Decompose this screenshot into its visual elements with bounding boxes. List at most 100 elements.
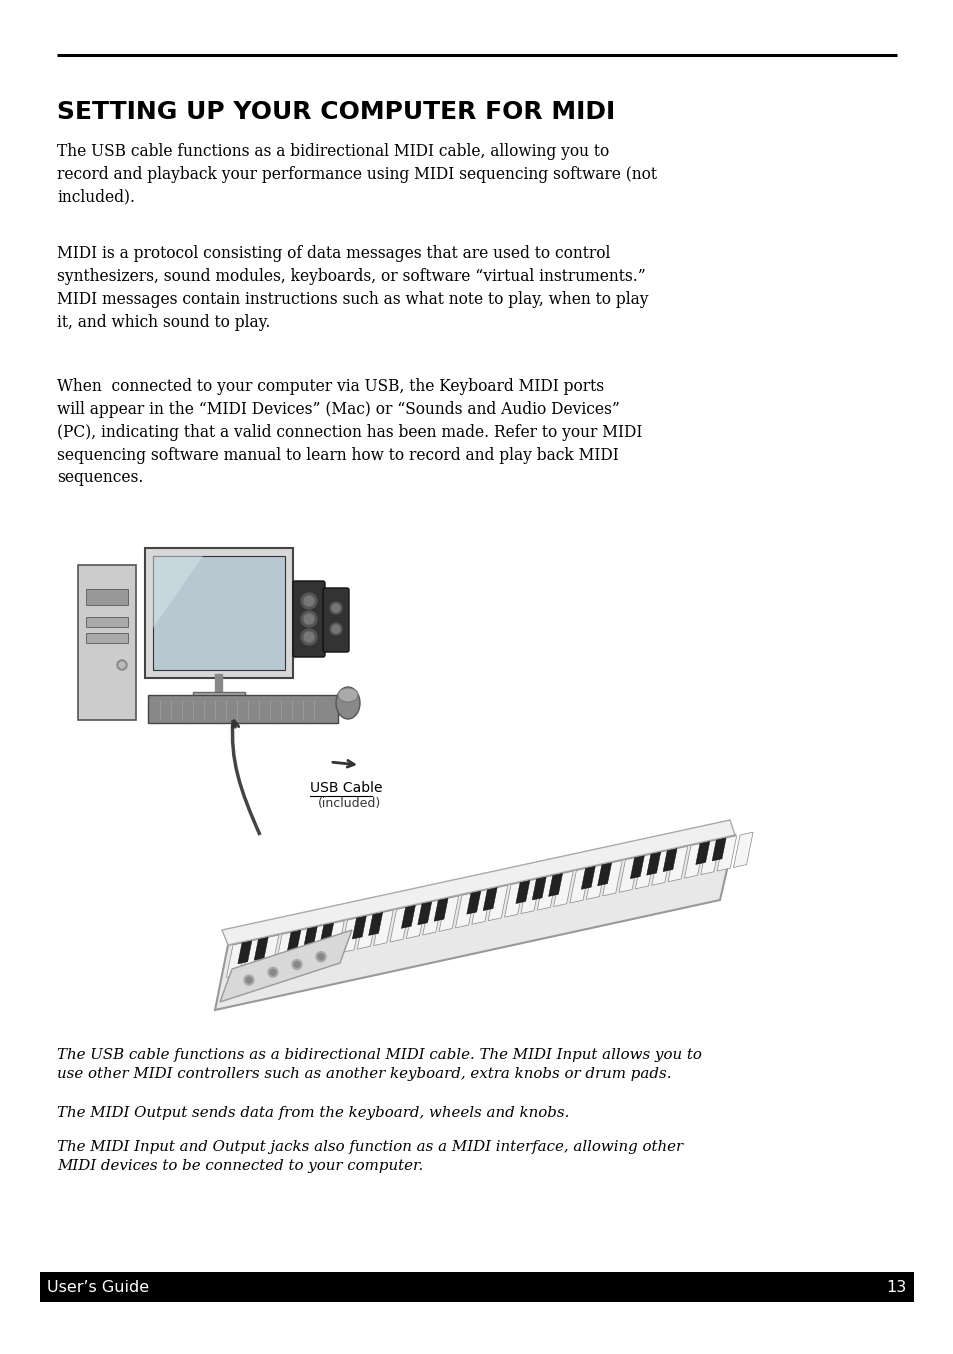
Polygon shape	[646, 852, 660, 875]
Circle shape	[330, 603, 341, 613]
Polygon shape	[214, 835, 734, 1010]
Circle shape	[268, 967, 277, 978]
Polygon shape	[220, 930, 352, 1002]
Polygon shape	[548, 873, 562, 896]
Polygon shape	[602, 861, 621, 896]
Polygon shape	[635, 853, 655, 888]
Circle shape	[117, 659, 127, 670]
FancyBboxPatch shape	[86, 617, 128, 627]
FancyBboxPatch shape	[193, 692, 245, 701]
Polygon shape	[287, 930, 300, 953]
Polygon shape	[569, 868, 589, 903]
Polygon shape	[580, 867, 595, 890]
Polygon shape	[374, 910, 393, 945]
Polygon shape	[422, 899, 442, 934]
Circle shape	[301, 611, 316, 627]
Circle shape	[270, 969, 275, 975]
Polygon shape	[152, 556, 203, 628]
Circle shape	[301, 593, 316, 609]
Text: 13: 13	[886, 1280, 906, 1294]
Circle shape	[304, 632, 314, 642]
Text: The MIDI Output sends data from the keyboard, wheels and knobs.: The MIDI Output sends data from the keyb…	[57, 1106, 569, 1120]
FancyBboxPatch shape	[152, 556, 285, 670]
Circle shape	[304, 596, 314, 607]
Circle shape	[294, 961, 299, 968]
Polygon shape	[482, 888, 497, 911]
Circle shape	[315, 952, 326, 961]
Polygon shape	[292, 927, 312, 963]
Polygon shape	[717, 835, 736, 871]
Circle shape	[301, 630, 316, 645]
Text: The USB cable functions as a bidirectional MIDI cable, allowing you to
record an: The USB cable functions as a bidirection…	[57, 144, 657, 206]
FancyBboxPatch shape	[148, 695, 337, 723]
FancyBboxPatch shape	[323, 588, 349, 653]
Ellipse shape	[337, 688, 357, 701]
Circle shape	[330, 623, 341, 635]
Polygon shape	[253, 937, 268, 960]
FancyBboxPatch shape	[293, 581, 325, 657]
Text: The USB cable functions as a bidirectional MIDI cable. The MIDI Input allows you: The USB cable functions as a bidirection…	[57, 1048, 701, 1080]
Polygon shape	[667, 846, 687, 881]
Polygon shape	[488, 886, 507, 921]
Polygon shape	[275, 932, 294, 967]
Polygon shape	[406, 903, 426, 938]
Polygon shape	[630, 856, 643, 879]
Polygon shape	[368, 913, 382, 936]
Polygon shape	[357, 914, 376, 949]
Text: User’s Guide: User’s Guide	[47, 1280, 149, 1294]
Polygon shape	[352, 917, 366, 940]
Polygon shape	[586, 864, 605, 899]
Polygon shape	[455, 892, 475, 927]
FancyBboxPatch shape	[86, 634, 128, 643]
Circle shape	[119, 662, 125, 668]
Polygon shape	[537, 875, 557, 910]
Polygon shape	[226, 942, 246, 978]
Polygon shape	[434, 898, 448, 921]
Polygon shape	[472, 890, 491, 925]
Polygon shape	[662, 849, 677, 872]
Text: MIDI is a protocol consisting of data messages that are used to control
synthesi: MIDI is a protocol consisting of data me…	[57, 245, 648, 330]
Text: SETTING UP YOUR COMPUTER FOR MIDI: SETTING UP YOUR COMPUTER FOR MIDI	[57, 100, 615, 125]
Text: When  connected to your computer via USB, the Keyboard MIDI ports
will appear in: When connected to your computer via USB,…	[57, 378, 641, 486]
Text: USB Cable: USB Cable	[310, 781, 382, 795]
Circle shape	[246, 978, 252, 983]
Circle shape	[304, 613, 314, 624]
FancyBboxPatch shape	[40, 1271, 913, 1303]
FancyBboxPatch shape	[78, 565, 136, 720]
Text: The MIDI Input and Output jacks also function as a MIDI interface, allowing othe: The MIDI Input and Output jacks also fun…	[57, 1140, 682, 1173]
Polygon shape	[324, 921, 344, 956]
Polygon shape	[516, 880, 529, 903]
Polygon shape	[340, 917, 360, 953]
Polygon shape	[553, 871, 573, 907]
Polygon shape	[259, 936, 278, 971]
Polygon shape	[390, 907, 409, 942]
Polygon shape	[438, 896, 458, 932]
Polygon shape	[683, 842, 703, 879]
Polygon shape	[618, 857, 638, 892]
Polygon shape	[711, 838, 725, 861]
Polygon shape	[319, 923, 334, 946]
Polygon shape	[417, 902, 432, 925]
Circle shape	[317, 953, 324, 960]
Ellipse shape	[335, 686, 359, 719]
Circle shape	[292, 960, 302, 969]
Polygon shape	[504, 881, 523, 917]
Polygon shape	[651, 850, 671, 886]
Polygon shape	[466, 891, 480, 914]
Polygon shape	[520, 879, 540, 914]
FancyBboxPatch shape	[145, 548, 293, 678]
Polygon shape	[401, 906, 415, 929]
Polygon shape	[733, 833, 752, 868]
Polygon shape	[222, 821, 734, 945]
Polygon shape	[243, 938, 262, 974]
Polygon shape	[308, 925, 328, 960]
Circle shape	[244, 975, 253, 986]
Circle shape	[332, 626, 339, 634]
Polygon shape	[303, 926, 317, 949]
Polygon shape	[237, 941, 252, 964]
Polygon shape	[532, 877, 546, 900]
Polygon shape	[700, 839, 720, 875]
Polygon shape	[695, 842, 709, 864]
Circle shape	[332, 604, 339, 612]
FancyBboxPatch shape	[86, 589, 128, 605]
